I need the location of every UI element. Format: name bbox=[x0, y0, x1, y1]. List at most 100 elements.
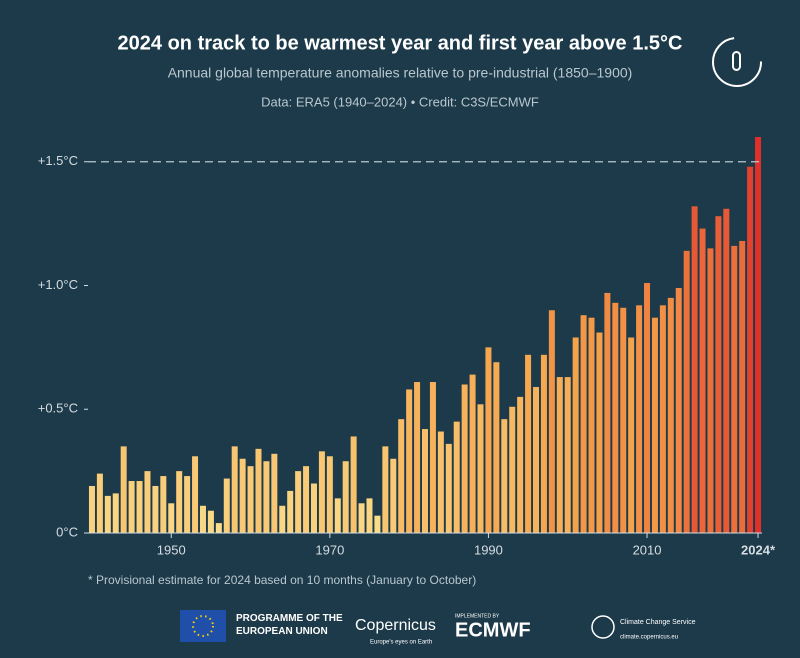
bar bbox=[564, 377, 571, 533]
copernicus: Copernicus bbox=[355, 617, 436, 634]
bar bbox=[342, 461, 349, 533]
bar bbox=[128, 481, 135, 533]
bar bbox=[255, 448, 262, 533]
bar bbox=[477, 404, 484, 533]
bar bbox=[192, 456, 199, 533]
bar bbox=[517, 396, 524, 533]
bar bbox=[390, 458, 397, 533]
bar bbox=[548, 310, 555, 533]
bar bbox=[596, 332, 603, 533]
bar bbox=[651, 317, 658, 533]
bar bbox=[525, 354, 532, 533]
y-tick-label: +0.5°C bbox=[38, 401, 78, 416]
bar bbox=[247, 466, 254, 533]
bar bbox=[683, 250, 690, 533]
bar bbox=[168, 503, 175, 533]
bar bbox=[533, 386, 540, 533]
bar bbox=[176, 471, 183, 533]
c3s-icon bbox=[712, 37, 762, 87]
bar bbox=[755, 137, 762, 533]
bar bbox=[501, 419, 508, 533]
bar bbox=[691, 206, 698, 534]
bar bbox=[445, 443, 452, 533]
bar bbox=[112, 493, 119, 533]
bar bbox=[437, 431, 444, 533]
bar bbox=[199, 505, 206, 533]
bar bbox=[509, 406, 516, 533]
bar bbox=[731, 245, 738, 533]
c3s-url: climate.copernicus.eu bbox=[620, 635, 678, 641]
c3s-logo bbox=[591, 615, 615, 639]
bar bbox=[184, 476, 191, 533]
bar bbox=[398, 419, 405, 533]
bar bbox=[104, 495, 111, 533]
source: Data: ERA5 (1940–2024) • Credit: C3S/ECM… bbox=[261, 94, 539, 109]
chart-subtitle: Annual global temperature anomalies rela… bbox=[168, 65, 633, 81]
bar bbox=[739, 240, 746, 533]
bar bbox=[406, 389, 413, 533]
x-tick-label: 1970 bbox=[315, 542, 344, 557]
eu-stars bbox=[192, 615, 214, 637]
bar bbox=[580, 315, 587, 533]
bar bbox=[453, 421, 460, 533]
x-tick-label: 1950 bbox=[157, 542, 186, 557]
footer: PROGRAMME OF THE EUROPEAN UNION Copernic… bbox=[180, 610, 696, 646]
eu-flag bbox=[180, 610, 226, 642]
y-tick-label: 0°C bbox=[56, 524, 78, 539]
bar bbox=[350, 436, 357, 533]
bar bbox=[667, 297, 674, 533]
bar bbox=[295, 471, 302, 533]
bar bbox=[271, 453, 278, 533]
bar bbox=[628, 337, 635, 533]
copernicus-tag: Europe's eyes on Earth bbox=[370, 640, 432, 646]
bar bbox=[493, 362, 500, 533]
eu-text: PROGRAMME OF THE EUROPEAN UNION bbox=[236, 613, 343, 637]
bar bbox=[747, 166, 754, 533]
bar bbox=[429, 382, 436, 533]
bar bbox=[96, 473, 103, 533]
bar bbox=[223, 478, 230, 533]
bar bbox=[366, 498, 373, 533]
bar bbox=[485, 347, 492, 533]
bar bbox=[358, 503, 365, 533]
bar bbox=[422, 429, 428, 533]
bar bbox=[334, 498, 341, 533]
bar bbox=[644, 283, 651, 533]
bar bbox=[675, 287, 682, 533]
x-tick-label: 2010 bbox=[633, 542, 662, 557]
bar bbox=[310, 483, 317, 533]
bar bbox=[215, 523, 222, 533]
bar bbox=[239, 458, 246, 533]
bar bbox=[303, 466, 310, 533]
bar bbox=[461, 384, 468, 533]
c3s-name: Climate Change Service bbox=[620, 619, 696, 626]
bar bbox=[136, 481, 143, 533]
bar bbox=[152, 485, 159, 533]
bar bbox=[160, 476, 167, 533]
bar bbox=[620, 307, 627, 533]
chart-title: 2024 on track to be warmest year and fir… bbox=[118, 32, 683, 54]
bar bbox=[612, 302, 619, 533]
x-tick-label: 2024* bbox=[741, 542, 776, 557]
bar bbox=[723, 208, 730, 533]
bar bbox=[287, 490, 294, 533]
implemented-by: IMPLEMENTED BY bbox=[455, 613, 500, 619]
x-tick-label: 1990 bbox=[474, 542, 503, 557]
bar bbox=[207, 510, 214, 533]
bar bbox=[414, 382, 421, 533]
bar bbox=[588, 317, 595, 533]
ecmwf: ECMWF bbox=[455, 619, 531, 641]
y-tick-label: +1.5°C bbox=[38, 153, 78, 168]
bar bbox=[263, 461, 270, 533]
y-tick-label: +1.0°C bbox=[38, 277, 78, 292]
bar bbox=[572, 337, 579, 533]
eu-text-box: PROGRAMME OF THE EUROPEAN UNION bbox=[236, 613, 343, 637]
bar bbox=[469, 374, 476, 533]
bar bbox=[707, 248, 714, 533]
bar bbox=[374, 515, 381, 533]
footnote: * Provisional estimate for 2024 based on… bbox=[88, 573, 476, 587]
bar bbox=[88, 485, 95, 533]
bar bbox=[699, 228, 706, 533]
